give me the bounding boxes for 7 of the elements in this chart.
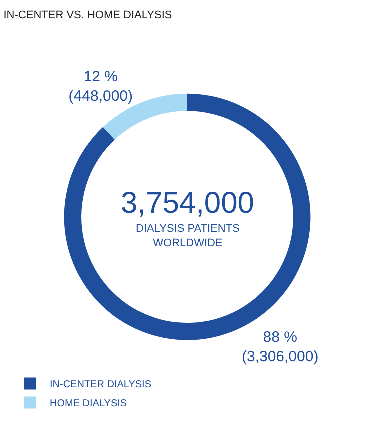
text: 3,754,000 [121, 187, 254, 220]
chart-title: IN-CENTER VS. HOME DIALYSIS [4, 10, 172, 22]
legend-label: HOME DIALYSIS [50, 398, 128, 410]
data-label: 88 % (3,306,000) [242, 329, 319, 366]
legend-label: IN-CENTER DIALYSIS [50, 380, 152, 391]
text: DIALYSIS PATIENTS WORLDWIDE [136, 223, 240, 250]
data-label: 12 % (448,000) [68, 68, 134, 106]
